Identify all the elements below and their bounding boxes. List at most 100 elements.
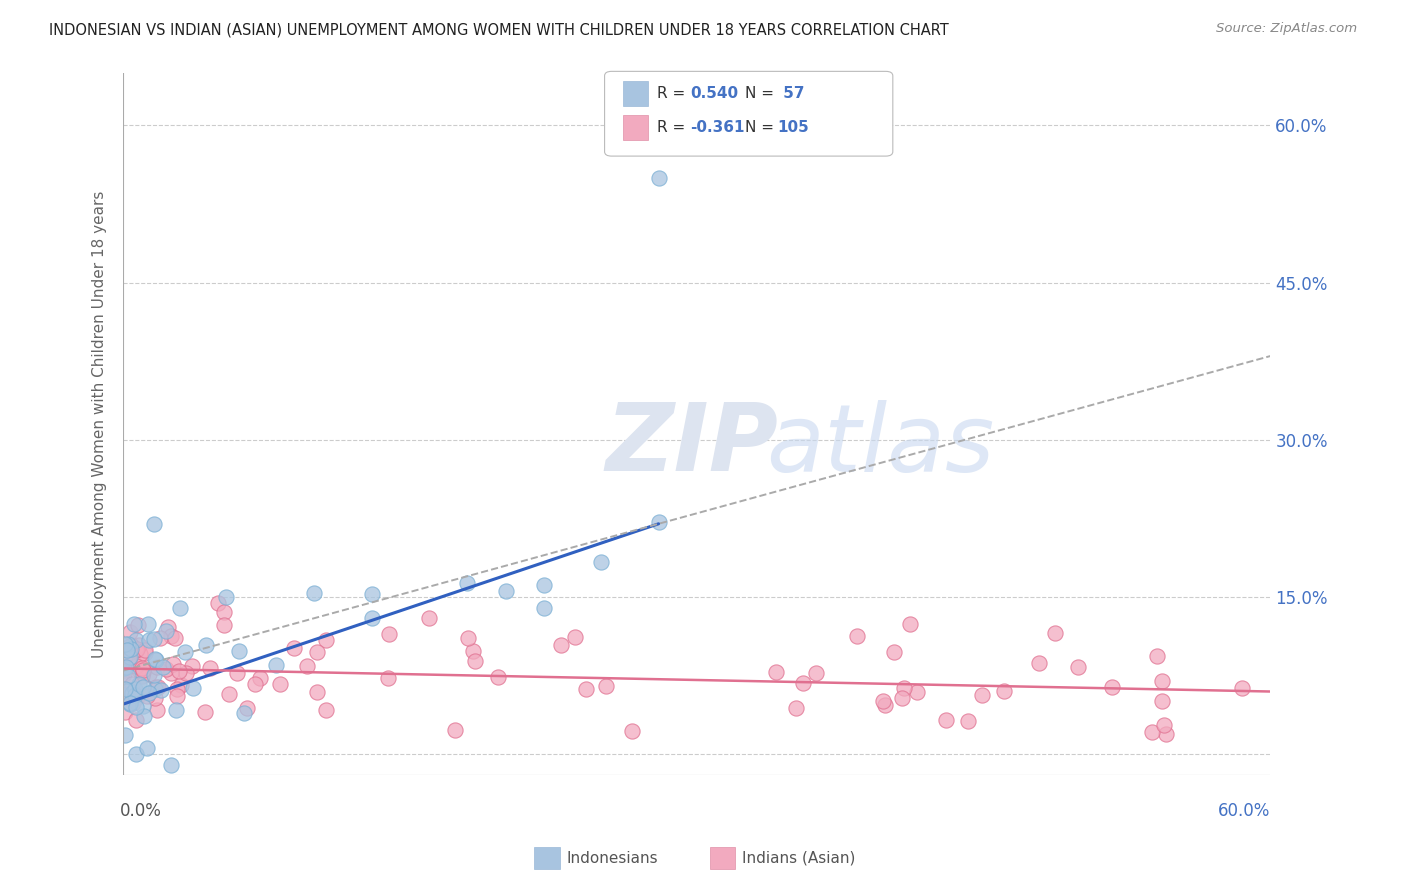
Point — [135, 690, 157, 704]
Point — [152, 660, 174, 674]
Point — [124, 691, 146, 706]
Point — [165, 703, 187, 717]
Point — [149, 632, 172, 646]
Point — [169, 601, 191, 615]
Point — [138, 632, 160, 647]
Point — [305, 685, 328, 699]
Point — [418, 611, 440, 625]
Point — [360, 587, 382, 601]
Point — [118, 640, 141, 654]
Point — [1140, 724, 1163, 739]
Point — [1154, 726, 1177, 740]
Point — [145, 691, 167, 706]
Point — [194, 706, 217, 720]
Point — [883, 645, 905, 659]
Point — [464, 655, 486, 669]
Point — [550, 638, 572, 652]
Point — [792, 676, 814, 690]
Point — [212, 618, 235, 632]
Point — [112, 663, 135, 677]
Point — [873, 698, 896, 713]
Point — [160, 758, 183, 772]
Point — [872, 694, 894, 708]
Text: Source: ZipAtlas.com: Source: ZipAtlas.com — [1216, 22, 1357, 36]
Point — [118, 696, 141, 710]
Point — [129, 648, 152, 662]
Text: N =: N = — [745, 87, 779, 101]
Point — [269, 677, 291, 691]
Text: N =: N = — [745, 120, 779, 135]
Point — [127, 617, 149, 632]
Point — [169, 665, 191, 679]
Point — [218, 687, 240, 701]
Point — [765, 665, 787, 679]
Text: -0.361: -0.361 — [690, 120, 745, 135]
Point — [138, 685, 160, 699]
Point — [131, 661, 153, 675]
Point — [1152, 694, 1174, 708]
Point — [180, 658, 202, 673]
Point — [120, 649, 142, 664]
Point — [162, 657, 184, 672]
Point — [307, 645, 329, 659]
Point — [232, 706, 254, 720]
Point — [1101, 681, 1123, 695]
Point — [533, 578, 555, 592]
Point — [117, 669, 139, 683]
Point — [591, 555, 613, 569]
Point — [993, 683, 1015, 698]
Point — [146, 703, 169, 717]
Point — [121, 686, 143, 700]
Point — [128, 638, 150, 652]
Point — [228, 643, 250, 657]
Point — [124, 713, 146, 727]
Point — [166, 689, 188, 703]
Point — [166, 682, 188, 697]
Text: 60.0%: 60.0% — [1218, 802, 1271, 820]
Point — [595, 679, 617, 693]
Point — [118, 651, 141, 665]
Point — [935, 713, 957, 727]
Point — [124, 689, 146, 703]
Point — [891, 690, 914, 705]
Text: 57: 57 — [778, 87, 804, 101]
Point — [157, 620, 180, 634]
Point — [1043, 625, 1066, 640]
Point — [283, 641, 305, 656]
Point — [125, 643, 148, 657]
Point — [378, 626, 401, 640]
Point — [114, 728, 136, 742]
Point — [134, 709, 156, 723]
Point — [143, 682, 166, 697]
Point — [456, 576, 478, 591]
Point — [120, 642, 142, 657]
Point — [315, 632, 337, 647]
Point — [112, 661, 135, 675]
Point — [806, 666, 828, 681]
Point — [128, 676, 150, 690]
Point — [132, 665, 155, 679]
Point — [132, 680, 155, 694]
Point — [155, 662, 177, 676]
Point — [132, 663, 155, 677]
Point — [898, 617, 921, 632]
Point — [114, 649, 136, 664]
Point — [114, 687, 136, 701]
Point — [972, 688, 994, 702]
Text: 0.540: 0.540 — [690, 87, 738, 101]
Point — [114, 705, 136, 719]
Point — [125, 659, 148, 673]
Point — [132, 699, 155, 714]
Point — [360, 611, 382, 625]
Point — [145, 660, 167, 674]
Point — [112, 666, 135, 681]
Point — [181, 681, 204, 696]
Point — [125, 642, 148, 657]
Point — [377, 671, 399, 685]
Text: 105: 105 — [778, 120, 810, 135]
Text: atlas: atlas — [766, 400, 994, 491]
Point — [114, 681, 136, 696]
Point — [245, 676, 267, 690]
Point — [142, 632, 165, 646]
Point — [118, 683, 141, 698]
